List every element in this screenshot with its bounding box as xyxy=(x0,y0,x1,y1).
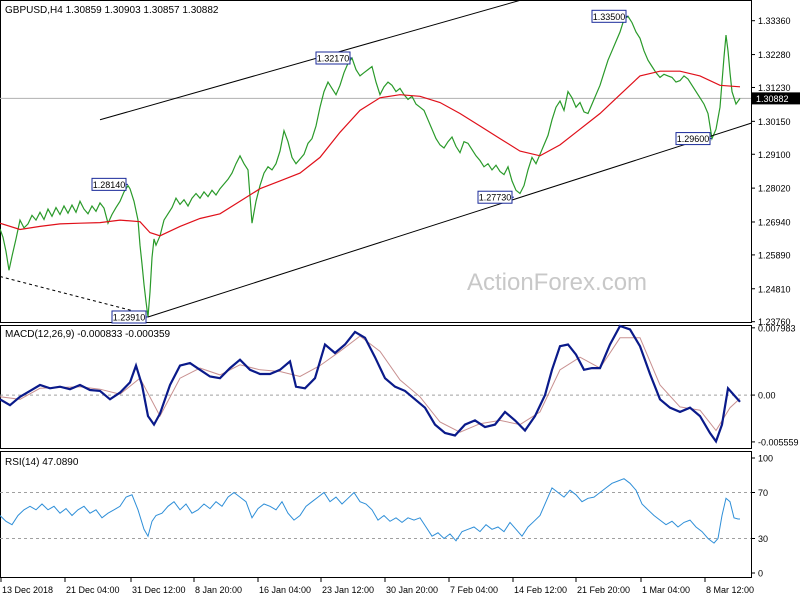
time-tick-label: 21 Feb 20:00 xyxy=(577,585,630,595)
price-level-label: 1.23910 xyxy=(113,312,146,322)
price-level-label: 1.32170 xyxy=(317,54,350,64)
time-axis: 13 Dec 2018 21 Dec 04:00 31 Dec 12:00 8 Jan… xyxy=(0,578,754,595)
current-price-box xyxy=(752,92,800,105)
channel-trendline xyxy=(147,122,753,318)
price-tick-label: 1.33360 xyxy=(758,16,791,26)
rsi-tick-label: 0 xyxy=(758,569,763,579)
time-tick-label: 30 Jan 20:00 xyxy=(386,585,438,595)
channel-trendline xyxy=(99,0,524,121)
time-tick-label: 31 Dec 12:00 xyxy=(132,585,186,595)
price-tick-label: 1.32280 xyxy=(758,50,791,60)
rsi-tick-label: 100 xyxy=(758,454,773,464)
price-level-label: 1.29600 xyxy=(677,134,710,144)
price-header: GBPUSD,H4 1.30859 1.30903 1.30857 1.3088… xyxy=(5,5,219,16)
price-tick-label: 1.29100 xyxy=(758,150,791,160)
price-tick-label: 1.31230 xyxy=(758,83,791,93)
watermark: ActionForex.com xyxy=(467,269,647,296)
price-tick-label: 1.28020 xyxy=(758,184,791,194)
time-tick-label: 21 Dec 04:00 xyxy=(66,585,120,595)
time-tick-label: 8 Mar 12:00 xyxy=(706,585,754,595)
rsi-line xyxy=(0,478,740,544)
rsi-header: RSI(14) 47.0890 xyxy=(5,457,79,468)
macd-tick-label: -0.005559 xyxy=(758,437,799,447)
time-tick-label: 7 Feb 04:00 xyxy=(450,585,498,595)
time-tick-label: 16 Jan 04:00 xyxy=(259,585,311,595)
current-price-label: 1.30882 xyxy=(756,94,789,104)
price-level-label: 1.33500 xyxy=(593,12,626,22)
price-tick-label: 1.23760 xyxy=(758,317,791,327)
price-panel: GBPUSD,H4 1.30859 1.30903 1.30857 1.3088… xyxy=(0,0,800,327)
moving-average-line xyxy=(0,70,741,237)
macd-tick-label: 0.00 xyxy=(758,391,776,401)
price-level-label: 1.28140 xyxy=(93,180,126,190)
macd-panel: MACD(12,26,9) -0.000833 -0.000359 0.0079… xyxy=(0,323,799,449)
price-tick-label: 1.26940 xyxy=(758,217,791,227)
rsi-tick-label: 30 xyxy=(758,534,768,544)
macd-header: MACD(12,26,9) -0.000833 -0.000359 xyxy=(5,329,171,340)
price-tick-label: 1.25890 xyxy=(758,250,791,260)
macd-tick-label: 0.007983 xyxy=(758,323,796,333)
price-tick-label: 1.30150 xyxy=(758,117,791,127)
time-tick-label: 13 Dec 2018 xyxy=(2,585,53,595)
rsi-tick-label: 70 xyxy=(758,488,768,498)
price-tick-label: 1.24810 xyxy=(758,284,791,294)
time-tick-label: 1 Mar 04:00 xyxy=(642,585,690,595)
price-level-label: 1.27730 xyxy=(479,193,512,203)
dashed-trendline xyxy=(0,276,147,315)
time-tick-label: 14 Feb 12:00 xyxy=(514,585,567,595)
rsi-panel: RSI(14) 47.0890 100 70 30 0 xyxy=(0,451,773,579)
macd-line xyxy=(0,324,741,444)
time-tick-label: 8 Jan 20:00 xyxy=(195,585,242,595)
time-tick-label: 23 Jan 12:00 xyxy=(322,585,374,595)
macd-signal-line xyxy=(0,335,741,433)
